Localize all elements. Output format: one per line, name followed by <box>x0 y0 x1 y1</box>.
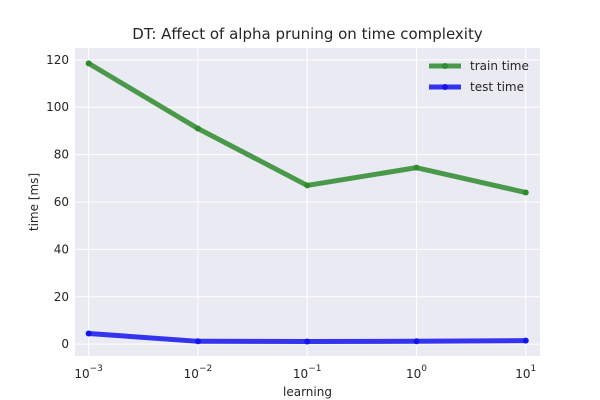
data-point <box>522 189 529 196</box>
data-point <box>304 338 311 345</box>
legend: train time test time <box>429 59 529 94</box>
y-tick-label: 60 <box>54 195 69 209</box>
series-layer <box>85 60 529 345</box>
data-point <box>194 338 201 345</box>
grid <box>75 48 540 356</box>
legend-marker <box>442 63 448 69</box>
legend-label: test time <box>470 80 524 94</box>
y-tick-label: 120 <box>46 53 69 67</box>
y-axis-ticks: 0 20 40 60 80 100 120 <box>46 53 69 351</box>
data-point <box>522 337 529 344</box>
data-point <box>85 60 92 67</box>
y-tick-label: 40 <box>54 242 69 256</box>
y-tick-label: 100 <box>46 100 69 114</box>
data-point <box>304 182 311 189</box>
y-tick-label: 80 <box>54 148 69 162</box>
x-tick-label: 100 <box>406 364 427 381</box>
y-tick-label: 0 <box>61 337 69 351</box>
x-axis-label: learning <box>283 385 332 399</box>
x-axis-ticks: 10−3 10−2 10−1 100 101 <box>74 364 536 381</box>
x-tick-label: 10−2 <box>184 364 213 381</box>
data-point <box>85 330 92 337</box>
x-tick-label: 10−1 <box>293 364 322 381</box>
y-tick-label: 20 <box>54 290 69 304</box>
legend-label: train time <box>470 59 529 73</box>
x-tick-label: 10−3 <box>74 364 103 381</box>
legend-marker <box>442 84 448 90</box>
data-point <box>413 164 420 171</box>
chart-title: DT: Affect of alpha pruning on time comp… <box>132 25 483 43</box>
data-point <box>194 125 201 132</box>
data-point <box>413 338 420 345</box>
x-tick-label: 101 <box>515 364 536 381</box>
y-axis-label: time [ms] <box>27 173 41 231</box>
